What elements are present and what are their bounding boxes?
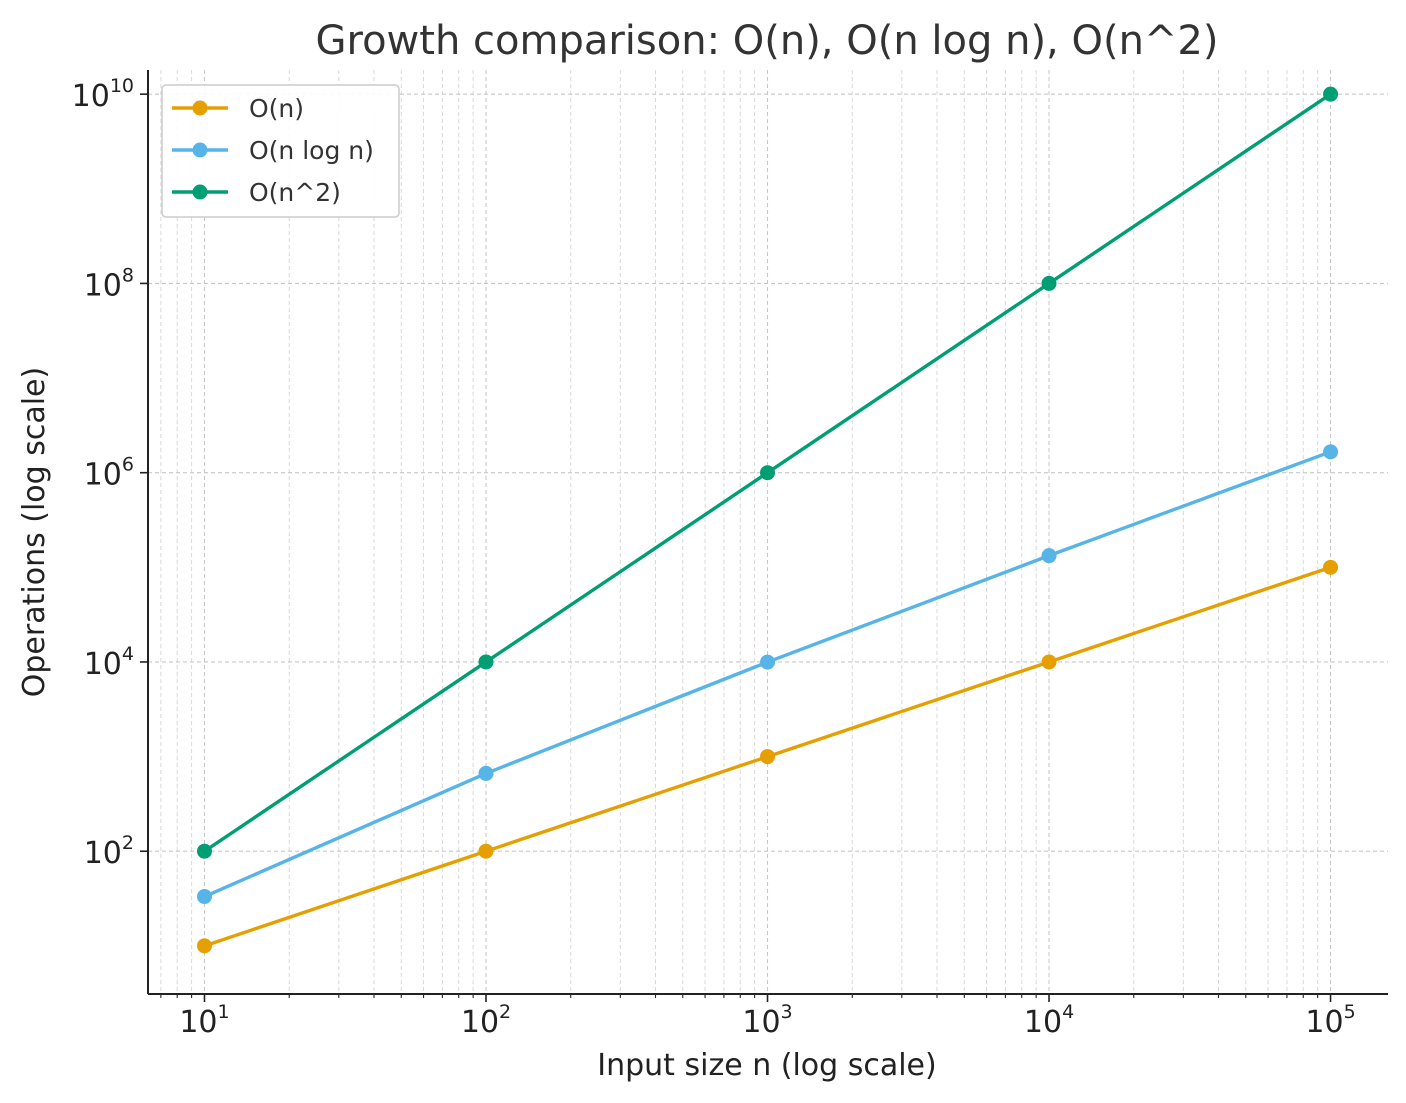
legend-frame xyxy=(161,84,400,218)
data-point xyxy=(196,843,212,859)
data-point xyxy=(760,654,776,670)
tick-label-base: 10 xyxy=(179,1005,217,1040)
legend-label: O(n log n) xyxy=(249,136,374,165)
data-point xyxy=(1041,275,1057,291)
tick-label-base: 10 xyxy=(72,79,110,114)
series-1 xyxy=(196,444,1339,905)
grid xyxy=(148,70,1388,994)
data-point xyxy=(1323,444,1339,460)
tick-label-exponent: 3 xyxy=(781,1001,793,1023)
tick-label: 101 xyxy=(179,1001,229,1040)
data-point xyxy=(760,749,776,765)
tick-label-exponent: 1 xyxy=(218,1001,230,1023)
tick-label-exponent: 6 xyxy=(122,454,134,476)
tick-label-base: 10 xyxy=(1024,1005,1062,1040)
tick-label-exponent: 10 xyxy=(110,75,134,97)
data-point xyxy=(196,938,212,954)
x-axis-label: Input size n (log scale) xyxy=(597,1048,936,1083)
tick-label: 104 xyxy=(1024,1001,1074,1040)
tick-label-base: 10 xyxy=(742,1005,780,1040)
y-axis-label: Operations (log scale) xyxy=(17,367,52,697)
series-2 xyxy=(196,86,1339,859)
data-point xyxy=(478,843,494,859)
tick-label-base: 10 xyxy=(84,268,122,303)
tick-label-exponent: 5 xyxy=(1344,1001,1356,1023)
tick-label-exponent: 2 xyxy=(122,832,134,854)
data-point xyxy=(1041,548,1057,564)
tick-label-base: 10 xyxy=(1305,1005,1343,1040)
tick-label: 103 xyxy=(742,1001,792,1040)
data-point xyxy=(196,889,212,905)
tick-label: 105 xyxy=(1305,1001,1355,1040)
data-point xyxy=(1041,654,1057,670)
series-0 xyxy=(196,559,1339,954)
tick-label-exponent: 2 xyxy=(499,1001,511,1023)
tick-label-base: 10 xyxy=(84,836,122,871)
legend-entry: O(n log n) xyxy=(172,136,374,165)
data-point xyxy=(1323,86,1339,102)
legend-marker xyxy=(192,142,208,158)
tick-label-base: 10 xyxy=(461,1005,499,1040)
legend-entry: O(n^2) xyxy=(172,178,341,207)
legend-marker xyxy=(192,184,208,200)
data-point xyxy=(478,654,494,670)
legend: O(n) O(n log n) O(n^2) xyxy=(161,84,400,218)
legend-entry: O(n) xyxy=(172,94,304,123)
tick-label-exponent: 8 xyxy=(122,264,134,286)
tick-label-exponent: 4 xyxy=(122,643,134,665)
series-layer xyxy=(196,86,1339,954)
tick-label: 108 xyxy=(84,264,134,303)
tick-label-base: 10 xyxy=(84,647,122,682)
tick-label-base: 10 xyxy=(84,458,122,493)
legend-label: O(n) xyxy=(249,94,304,123)
legend-marker xyxy=(192,100,208,116)
tick-label: 104 xyxy=(84,643,134,682)
data-point xyxy=(1323,559,1339,575)
data-point xyxy=(478,765,494,781)
tick-label: 102 xyxy=(84,832,134,871)
data-point xyxy=(760,465,776,481)
legend-label: O(n^2) xyxy=(249,178,341,207)
tick-label-exponent: 4 xyxy=(1062,1001,1074,1023)
tick-label: 102 xyxy=(461,1001,511,1040)
chart-title: Growth comparison: O(n), O(n log n), O(n… xyxy=(316,18,1219,64)
tick-label: 1010 xyxy=(72,75,134,114)
tick-label: 106 xyxy=(84,454,134,493)
